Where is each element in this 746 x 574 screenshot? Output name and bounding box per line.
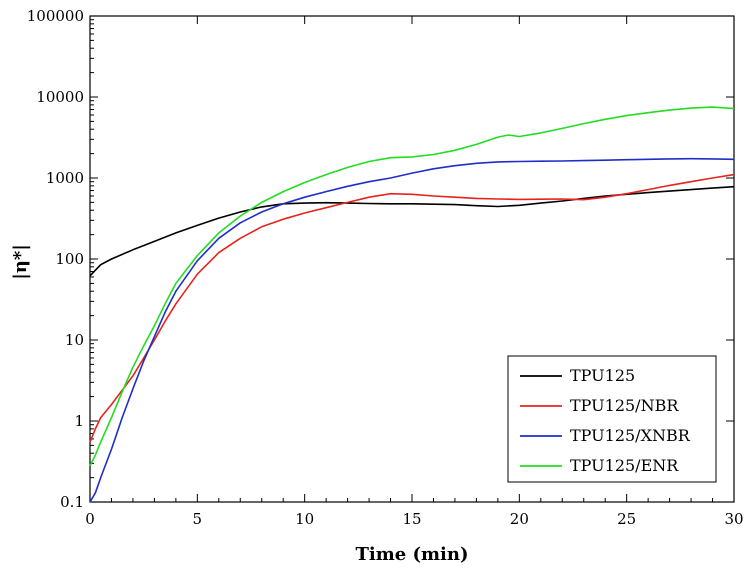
x-tick-label: 25 [617,510,636,528]
x-tick-label: 30 [724,510,743,528]
legend-box [507,355,717,483]
y-tick-label: 10 [65,331,84,349]
x-tick-label: 0 [85,510,95,528]
y-axis-title: |η*| [10,244,31,280]
x-tick-label: 10 [295,510,314,528]
x-tick-label: 5 [193,510,203,528]
legend-label: TPU125/XNBR [570,426,691,445]
series-line-tpu125-xnbr [89,157,735,503]
legend-label: TPU125/ENR [570,456,679,475]
y-tick-label: 100 [55,250,84,268]
y-tick-label: 1 [74,412,84,430]
x-tick-label: 15 [402,510,421,528]
x-tick-label: 20 [510,510,529,528]
series-line-tpu125-enr [89,106,735,467]
y-tick-label: 10000 [36,88,84,106]
x-axis-title: Time (min) [355,544,468,565]
y-tick-label: 1000 [46,169,84,187]
legend-label: TPU125/NBR [570,396,679,415]
series-line-tpu125 [89,185,735,277]
y-tick-label: 0.1 [60,493,84,511]
y-tick-label: 100000 [27,7,84,25]
series-line-tpu125-nbr [89,173,735,443]
legend-label: TPU125 [570,366,635,385]
